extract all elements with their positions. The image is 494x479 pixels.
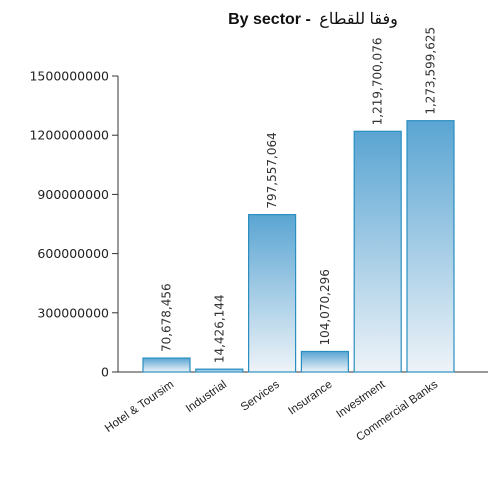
y-tick-label: 600000000	[37, 246, 109, 261]
chart-title-english: By sector -	[228, 11, 311, 28]
data-label: 1,219,700,076	[371, 38, 385, 126]
chart-title-arabic: وفقا للقطاع	[319, 11, 398, 28]
y-tick-label: 1500000000	[29, 69, 109, 84]
bar-industrial	[195, 368, 244, 373]
y-tick-label: 1200000000	[29, 128, 109, 143]
bar-insurance	[300, 350, 349, 373]
x-tick-label: Hotel & Toursim	[103, 379, 176, 435]
bar-hotel-toursim	[142, 357, 191, 373]
bar-investment	[353, 130, 402, 373]
x-tick-labels: Hotel & Toursim Industrial Services Insuran…	[103, 378, 440, 444]
y-axis: 0 300000000 600000000 900000000 1200000000 15…	[29, 69, 119, 380]
bars	[142, 120, 455, 373]
data-labels: 70,678,456 14,426,144 797,557,064 104,070,2…	[160, 27, 438, 363]
data-label: 797,557,064	[265, 132, 279, 208]
x-tick-label: Industrial	[184, 379, 229, 416]
y-tick-label: 300000000	[37, 305, 109, 320]
data-label: 1,273,599,625	[424, 27, 438, 115]
x-tick-label: Services	[239, 378, 282, 413]
chart-title: By sector - وفقا للقطاع	[228, 11, 398, 28]
x-tick-label: Investment	[334, 378, 388, 421]
bar-commercial-banks	[406, 120, 455, 373]
x-tick-label: Insurance	[286, 379, 334, 418]
bar-services	[248, 214, 297, 373]
y-tick-label: 900000000	[37, 187, 109, 202]
data-label: 14,426,144	[212, 294, 226, 363]
data-label: 70,678,456	[160, 283, 174, 352]
y-tick-label: 0	[101, 365, 109, 380]
data-label: 104,070,296	[318, 269, 332, 345]
